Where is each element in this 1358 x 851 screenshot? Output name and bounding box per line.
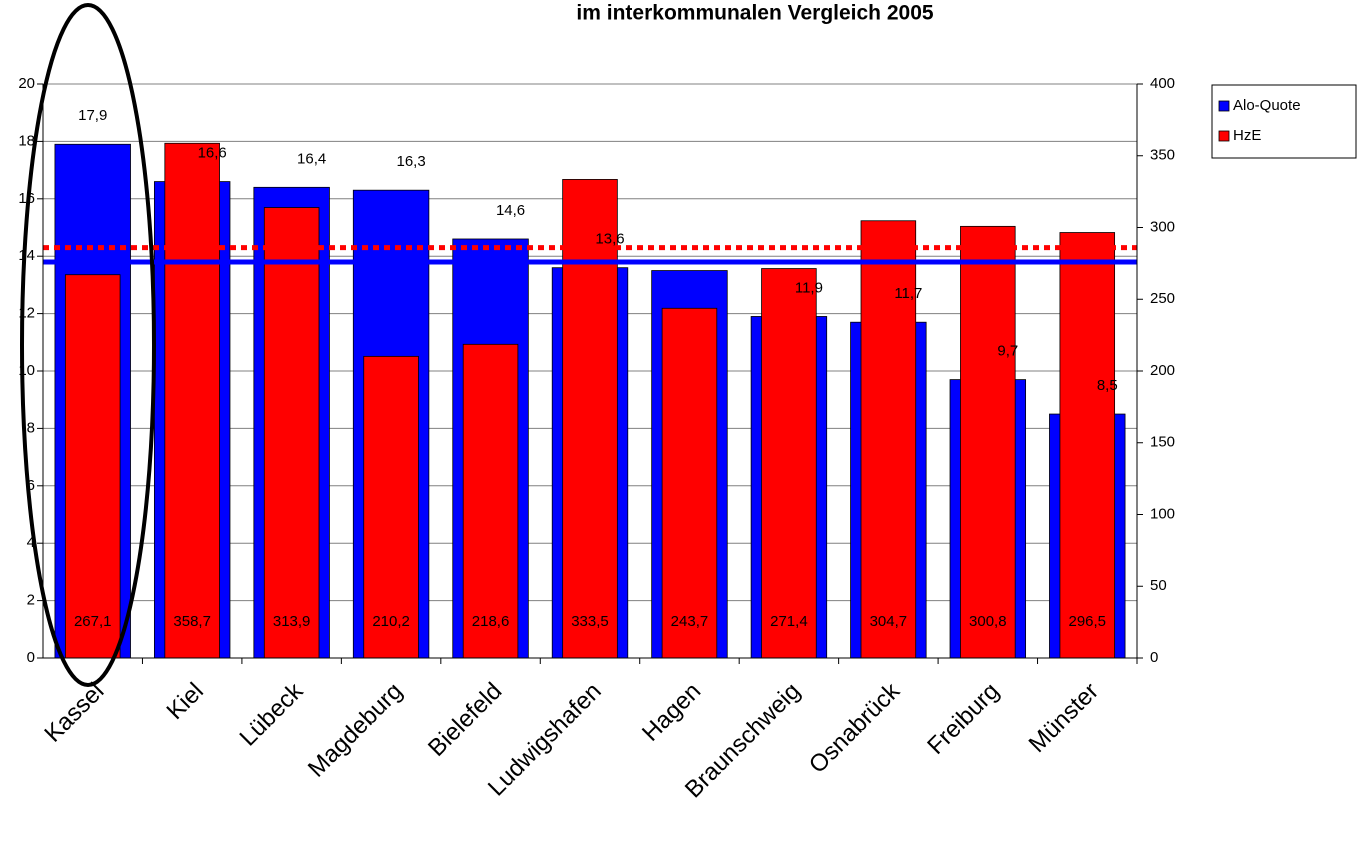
value-label: 218,6 xyxy=(472,613,510,630)
bar xyxy=(761,268,817,659)
y-tick-label: 8 xyxy=(27,419,35,436)
x-tick-label: Magdeburg xyxy=(303,678,408,783)
value-label: 271,4 xyxy=(770,613,808,630)
bar xyxy=(960,225,1016,659)
bar xyxy=(860,220,917,659)
y-tick-label: 18 xyxy=(18,132,35,149)
value-label: 16,4 xyxy=(297,150,326,167)
x-tick-label: Osnabrück xyxy=(804,677,906,779)
y-tick-label: 2 xyxy=(27,592,35,609)
value-label: 11,9 xyxy=(795,279,823,296)
y2-tick-label: 50 xyxy=(1150,577,1167,594)
x-tick-label: Hagen xyxy=(637,678,706,747)
value-label: 14,6 xyxy=(496,202,525,219)
legend-label: HzE xyxy=(1233,127,1261,144)
value-label: 267,1 xyxy=(74,613,112,630)
value-label: 17,9 xyxy=(78,107,107,124)
value-label: 210,2 xyxy=(372,613,410,630)
y2-tick-label: 250 xyxy=(1150,290,1175,307)
x-tick-label: Bielefeld xyxy=(423,678,507,762)
value-label: 13,6 xyxy=(595,231,624,248)
bar xyxy=(263,207,320,659)
value-label: 300,8 xyxy=(969,613,1007,630)
value-label: 243,7 xyxy=(671,613,709,630)
y-tick-label: 14 xyxy=(18,247,35,264)
y2-tick-label: 400 xyxy=(1150,75,1175,92)
legend-swatch xyxy=(1218,130,1230,142)
chart-title: im interkommunalen Vergleich 2005 xyxy=(576,2,933,25)
y2-tick-label: 350 xyxy=(1150,147,1175,164)
value-label: 313,9 xyxy=(273,613,311,630)
value-label: 16,3 xyxy=(396,153,425,170)
y-tick-label: 0 xyxy=(27,649,35,666)
y2-tick-label: 150 xyxy=(1150,434,1175,451)
x-tick-label: Lübeck xyxy=(235,677,310,752)
y-tick-label: 20 xyxy=(18,75,35,92)
legend-label: Alo-Quote xyxy=(1233,97,1301,114)
value-label: 9,7 xyxy=(997,343,1018,360)
bar xyxy=(462,343,519,659)
x-tick-label: Kassel xyxy=(39,678,109,748)
y2-tick-label: 300 xyxy=(1150,218,1175,235)
x-tick-label: Kiel xyxy=(162,678,209,725)
bar xyxy=(164,142,220,659)
value-label: 304,7 xyxy=(870,613,908,630)
bar xyxy=(363,355,419,659)
value-label: 358,7 xyxy=(173,613,211,630)
legend xyxy=(1211,84,1357,159)
bar xyxy=(1059,232,1116,659)
value-label: 333,5 xyxy=(571,613,609,630)
y2-tick-label: 200 xyxy=(1150,362,1175,379)
bar xyxy=(562,179,618,659)
value-label: 11,7 xyxy=(894,285,922,302)
value-label: 16,6 xyxy=(198,145,227,162)
x-tick-label: Münster xyxy=(1024,678,1104,758)
value-label: 8,5 xyxy=(1097,377,1118,394)
legend-swatch xyxy=(1218,100,1230,112)
bar xyxy=(64,274,121,659)
y-tick-label: 4 xyxy=(27,534,35,551)
highlight-ellipse xyxy=(20,3,156,687)
y2-tick-label: 0 xyxy=(1150,649,1158,666)
bar xyxy=(661,307,718,659)
x-tick-label: Freiburg xyxy=(922,678,1004,760)
y-tick-label: 6 xyxy=(27,477,35,494)
y2-tick-label: 100 xyxy=(1150,505,1175,522)
value-label: 296,5 xyxy=(1068,613,1106,630)
